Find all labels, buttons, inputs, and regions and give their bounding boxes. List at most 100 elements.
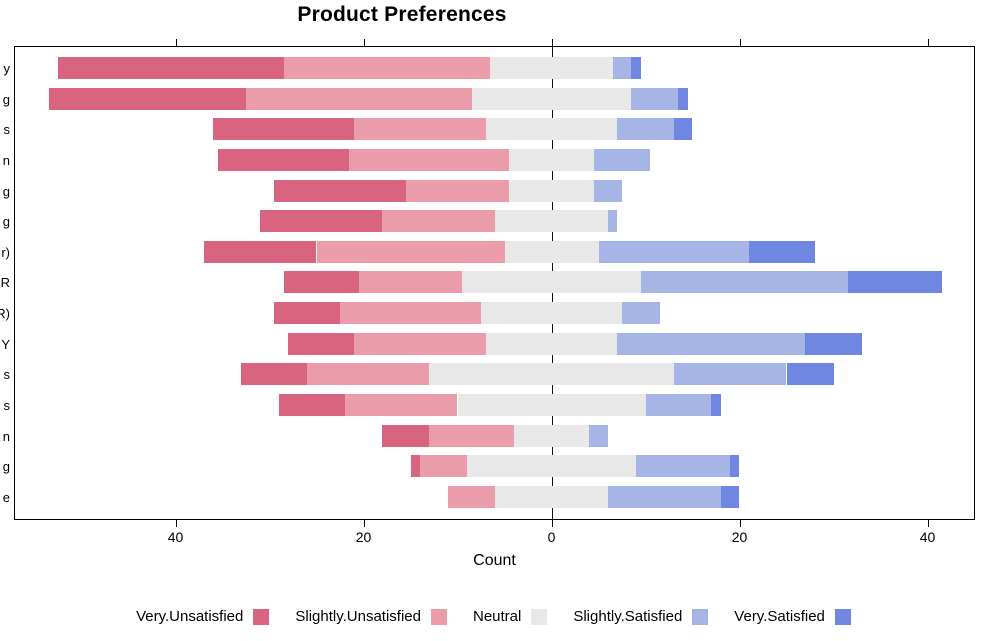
bar-segment bbox=[631, 57, 641, 79]
bar-segment bbox=[485, 118, 618, 141]
bar-segment bbox=[490, 57, 613, 79]
bar-row bbox=[0, 332, 987, 355]
bar-row bbox=[0, 485, 987, 508]
bar-segment bbox=[631, 87, 679, 110]
y-axis-label: n bbox=[2, 428, 10, 444]
bar-segment bbox=[340, 302, 481, 325]
bar-segment bbox=[462, 271, 641, 294]
bar-segment bbox=[246, 87, 472, 110]
legend-swatch bbox=[531, 608, 548, 625]
bar-segment bbox=[466, 455, 637, 478]
legend-item: Neutral bbox=[473, 608, 548, 625]
bar-row bbox=[0, 363, 987, 386]
bar-row bbox=[0, 118, 987, 141]
y-axis-label: R bbox=[0, 275, 10, 291]
chart-title: Product Preferences bbox=[297, 3, 507, 26]
bar-segment bbox=[405, 179, 510, 202]
bar-segment bbox=[509, 148, 594, 171]
x-tick-top bbox=[363, 39, 365, 46]
y-axis-label: s bbox=[3, 367, 11, 383]
legend-item: Slightly.Unsatisfied bbox=[295, 608, 447, 625]
bar-segment bbox=[382, 424, 430, 447]
x-tick-label: 40 bbox=[167, 529, 184, 545]
x-tick-bottom bbox=[739, 520, 741, 527]
y-axis-label: e bbox=[2, 489, 10, 505]
bar-segment bbox=[720, 485, 740, 508]
y-axis-label: Y bbox=[1, 336, 10, 352]
bar-segment bbox=[354, 332, 486, 355]
bar-segment bbox=[617, 332, 806, 355]
bar-segment bbox=[645, 394, 712, 417]
bar-segment bbox=[481, 302, 622, 325]
bar-row bbox=[0, 57, 987, 79]
bar-segment bbox=[593, 179, 622, 202]
x-axis-title: Count bbox=[473, 552, 516, 569]
bar-segment bbox=[448, 485, 496, 508]
bar-segment bbox=[307, 363, 430, 386]
bar-segment bbox=[471, 87, 632, 110]
bar-segment bbox=[213, 118, 355, 141]
bar-segment bbox=[260, 210, 383, 233]
x-tick-label: 40 bbox=[919, 529, 936, 545]
bar-segment bbox=[288, 332, 355, 355]
legend-label: Slightly.Satisfied bbox=[573, 608, 683, 625]
bar-segment bbox=[673, 363, 787, 386]
x-tick-top bbox=[175, 39, 177, 46]
bar-segment bbox=[673, 118, 693, 141]
bar-segment bbox=[344, 394, 458, 417]
bar-segment bbox=[241, 363, 308, 386]
x-tick-top bbox=[739, 39, 741, 46]
bar-segment bbox=[509, 179, 594, 202]
bar-segment bbox=[617, 118, 674, 141]
legend-swatch bbox=[430, 608, 447, 625]
legend-swatch bbox=[692, 608, 709, 625]
bar-segment bbox=[504, 240, 599, 263]
y-axis-label: r) bbox=[1, 244, 10, 260]
x-tick-label: 20 bbox=[731, 529, 748, 545]
bar-segment bbox=[607, 485, 721, 508]
y-axis-label: g bbox=[2, 183, 10, 199]
legend-swatch bbox=[834, 608, 851, 625]
legend-label: Very.Satisfied bbox=[734, 608, 825, 625]
bar-segment bbox=[598, 240, 749, 263]
bar-segment bbox=[419, 455, 467, 478]
x-tick-bottom bbox=[175, 520, 177, 527]
bar-segment bbox=[217, 148, 350, 171]
bar-segment bbox=[274, 179, 406, 202]
bar-segment bbox=[495, 485, 608, 508]
bar-segment bbox=[429, 363, 674, 386]
legend-label: Very.Unsatisfied bbox=[136, 608, 244, 625]
bar-segment bbox=[354, 118, 486, 141]
bar-segment bbox=[429, 424, 514, 447]
bar-segment bbox=[593, 148, 651, 171]
bar-row bbox=[0, 179, 987, 202]
bar-segment bbox=[316, 240, 505, 263]
bar-row bbox=[0, 148, 987, 171]
legend: Very.Unsatisfied Slightly.Unsatisfied Neut… bbox=[0, 608, 987, 625]
bar-segment bbox=[513, 424, 590, 447]
x-tick-bottom bbox=[927, 520, 929, 527]
y-axis-label: n bbox=[2, 152, 10, 168]
bar-segment bbox=[410, 455, 420, 478]
bar-row bbox=[0, 394, 987, 417]
bar-segment bbox=[711, 394, 721, 417]
bar-segment bbox=[48, 87, 246, 110]
bar-row bbox=[0, 424, 987, 447]
bar-segment bbox=[612, 57, 632, 79]
y-axis-label: s bbox=[3, 398, 11, 414]
x-tick-top bbox=[927, 39, 929, 46]
y-axis-label: R) bbox=[0, 306, 10, 322]
bar-segment bbox=[805, 332, 862, 355]
legend-swatch bbox=[253, 608, 270, 625]
x-tick-label: 0 bbox=[547, 529, 556, 545]
y-axis-label: s bbox=[3, 122, 11, 138]
legend-item: Very.Satisfied bbox=[734, 608, 851, 625]
bar-segment bbox=[678, 87, 688, 110]
bar-segment bbox=[58, 57, 284, 79]
y-axis-label: g bbox=[2, 91, 10, 107]
bar-segment bbox=[203, 240, 317, 263]
legend-label: Slightly.Unsatisfied bbox=[295, 608, 421, 625]
bar-row bbox=[0, 240, 987, 263]
bar-row bbox=[0, 210, 987, 233]
